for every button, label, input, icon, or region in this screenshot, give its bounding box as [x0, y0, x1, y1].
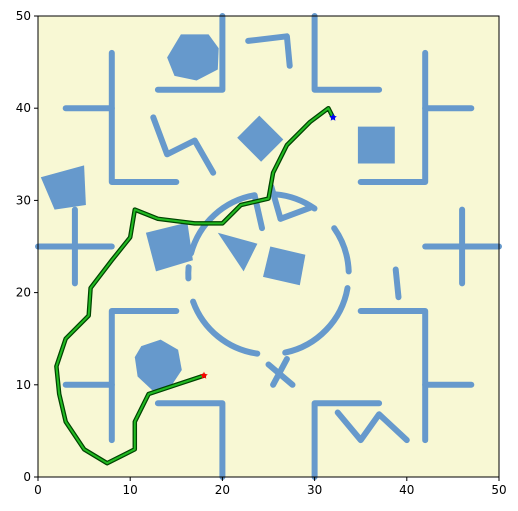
wall-segment	[108, 308, 180, 444]
wall-segment	[357, 49, 429, 185]
arc-wall-segment	[282, 285, 351, 356]
obstacle-shape	[40, 165, 86, 210]
y-tick-label: 40	[16, 101, 31, 115]
ticks-layer: 0 10 20 30 40 50 0 10 20 30 40 50	[16, 9, 507, 497]
markers-layer	[200, 113, 337, 379]
wall-segment	[268, 183, 284, 222]
x-tick-label: 0	[34, 483, 42, 497]
obstacle-shape	[167, 34, 219, 81]
wall-segment	[277, 204, 313, 222]
wall-segment	[392, 266, 402, 301]
wall-segment	[150, 114, 217, 176]
x-tick-label: 10	[123, 483, 138, 497]
axes-frame	[37, 15, 500, 478]
obstacle-shape	[357, 126, 395, 164]
x-tick-label: 20	[215, 483, 230, 497]
path-layer	[54, 105, 336, 466]
wall-segment	[311, 13, 383, 93]
wall-segment	[245, 33, 293, 69]
plot-background	[38, 16, 499, 477]
wall-segment	[357, 308, 429, 444]
obstacle-shape	[263, 246, 306, 286]
start-marker	[200, 371, 208, 379]
y-tick-label: 0	[23, 470, 31, 484]
wall-segment	[154, 400, 226, 480]
arc-wall-segment	[331, 225, 352, 275]
x-tick-label: 40	[399, 483, 414, 497]
wall-segment	[311, 400, 383, 480]
y-tick-label: 30	[16, 193, 31, 207]
wall-segment	[108, 49, 180, 185]
y-tick-label: 10	[16, 378, 31, 392]
goal-marker	[329, 113, 337, 121]
x-tick-label: 50	[491, 483, 506, 497]
wall-segment	[154, 13, 226, 93]
y-tick-label: 50	[16, 9, 31, 23]
arc-wall-segment	[272, 191, 318, 212]
planned-path-line	[55, 107, 334, 465]
obstacle-shape	[145, 222, 193, 272]
obstacles-layer	[35, 13, 502, 480]
wall-segment	[270, 356, 290, 388]
obstacle-shape	[134, 339, 182, 391]
obstacle-shape	[237, 115, 284, 162]
arc-wall-segment	[188, 192, 258, 257]
wall-segment	[334, 409, 410, 444]
y-tick-label: 20	[16, 286, 31, 300]
arc-wall-segment	[190, 298, 261, 357]
x-tick-label: 30	[307, 483, 322, 497]
obstacle-shape	[217, 232, 258, 272]
